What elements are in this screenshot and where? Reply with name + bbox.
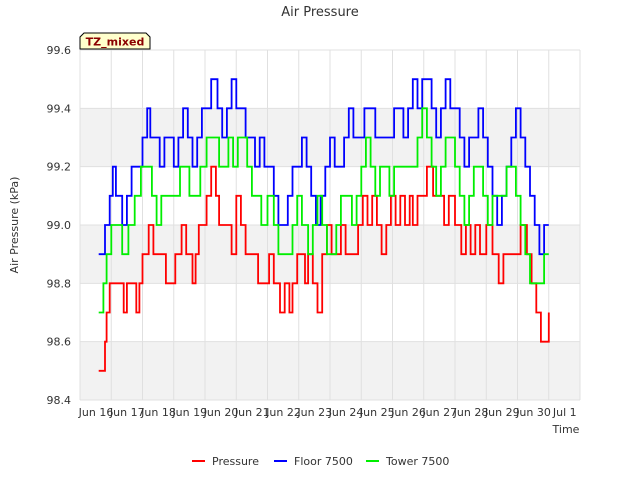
x-tick-label: Jun 27 [421,406,457,419]
legend-label: Tower 7500 [385,455,449,468]
y-tick-label: 99.6 [47,44,72,57]
y-tick-label: 98.4 [47,394,72,407]
y-tick-label: 98.8 [47,277,72,290]
tz-annotation: TZ_mixed [79,32,151,50]
x-tick-label: Jun 25 [359,406,395,419]
x-tick-label: Jun 30 [515,406,551,419]
y-tick-label: 99.2 [47,161,72,174]
series-line-2 [98,107,549,314]
x-axis-label: Time [552,423,580,436]
legend-label: Floor 7500 [294,455,353,468]
chart-title: Air Pressure [281,5,359,20]
x-tick-label: Jun 22 [265,406,301,419]
x-tick-label: Jun 21 [234,406,270,419]
y-tick-label: 99.0 [47,219,72,232]
y-axis-label: Air Pressure (kPa) [8,177,21,274]
x-tick-label: Jun 18 [140,406,176,419]
x-tick-label: Jun 19 [171,406,207,419]
legend-label: Pressure [212,455,259,468]
x-tick-label: Jun 20 [203,406,239,419]
y-tick-label: 99.4 [47,102,72,115]
legend: Pressure Floor 7500 Tower 7500 [192,455,449,468]
x-tick-label: Jun 28 [453,406,489,419]
x-tick-label: Jun 23 [296,406,332,419]
y-tick-label: 98.6 [47,336,72,349]
series-line-1 [98,78,549,256]
x-tick-label: Jul 1 [552,406,577,419]
x-tick-label: Jun 24 [328,406,364,419]
series-layer [98,78,550,372]
annotation-text: TZ_mixed [86,36,145,49]
x-tick-label: Jun 17 [109,406,145,419]
x-tick-label: Jun 29 [484,406,520,419]
x-tick-label: Jun 16 [78,406,114,419]
y-axis-ticks: 98.4 98.6 98.8 99.0 99.2 99.4 99.6 [47,44,72,407]
annotation-box [79,32,151,50]
x-tick-label: Jun 26 [390,406,426,419]
